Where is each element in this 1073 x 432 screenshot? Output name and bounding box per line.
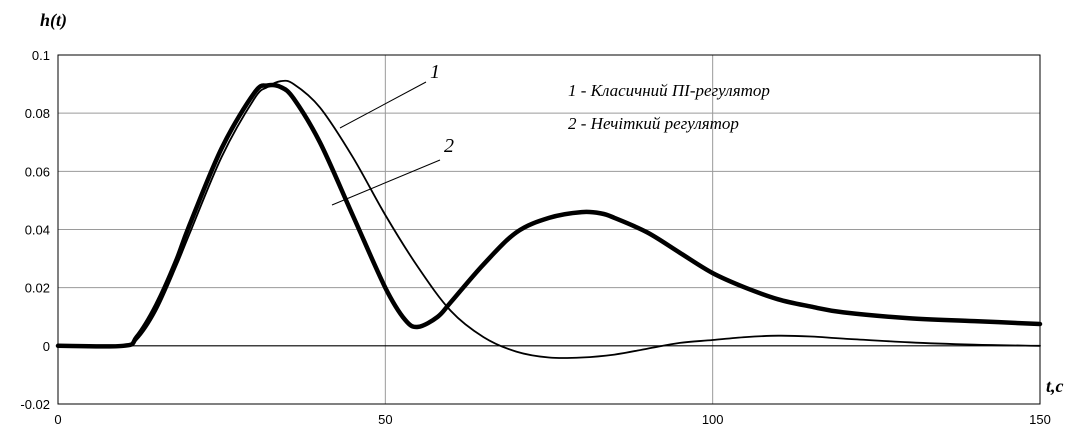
series-2-line (55, 82, 1043, 349)
y-tick-label: 0.02 (25, 281, 50, 296)
y-tick-label: 0.1 (32, 48, 50, 63)
curve-2-leader-line (331, 159, 441, 206)
tick-labels: 0 50 100 150 -0.02 0 0.02 0.04 0.06 0.08 0.1 (20, 48, 1050, 427)
x-tick-label: 0 (54, 412, 61, 427)
y-tick-label: -0.02 (20, 397, 50, 412)
grid-lines (58, 55, 1040, 404)
legend: 1 - Класичний ПІ-регулятор 2 - Нечіткий … (568, 81, 770, 133)
x-tick-label: 50 (378, 412, 392, 427)
y-tick-label: 0.08 (25, 106, 50, 121)
series-1-line (57, 79, 1041, 359)
curve-2-label: 2 (444, 135, 454, 157)
x-tick-label: 100 (702, 412, 724, 427)
x-tick-label: 150 (1029, 412, 1051, 427)
curve-annotations: 1 2 (331, 61, 454, 206)
plot-frame (57, 54, 1041, 405)
x-axis-label: t,c (1046, 376, 1064, 396)
series-layer (55, 79, 1043, 359)
y-tick-label: 0.06 (25, 164, 50, 179)
y-axis-label: h(t) (40, 10, 67, 31)
curve-1-leader-line (339, 81, 427, 129)
y-tick-label: 0 (43, 339, 50, 354)
curve-1-label: 1 (430, 61, 440, 83)
y-tick-label: 0.04 (25, 223, 50, 238)
legend-entry-2: 2 - Нечіткий регулятор (568, 114, 739, 133)
legend-entry-1: 1 - Класичний ПІ-регулятор (568, 81, 770, 100)
